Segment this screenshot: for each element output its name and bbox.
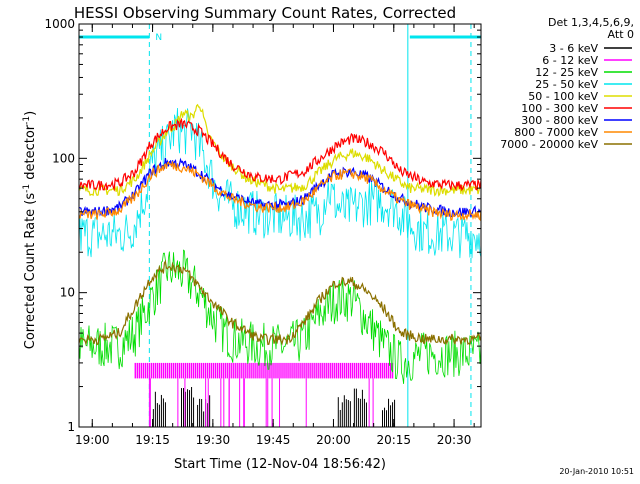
legend-label: 100 - 300 keV [521,102,598,115]
y-axis-label: Corrected Count Rate (s-1 detector-1) [22,111,38,349]
x-tick-label: 19:15 [135,433,170,447]
series-line [78,249,482,384]
x-tick-label: 20:15 [376,433,411,447]
legend-label: 50 - 100 keV [528,90,598,103]
legend-label: 800 - 7000 keV [514,126,598,139]
x-tick-label: 19:30 [196,433,231,447]
plot-frame [78,23,482,428]
x-axis-label: Start Time (12-Nov-04 18:56:42) [174,457,386,472]
y-tick-label: 100 [52,151,75,165]
legend-label: 12 - 25 keV [535,66,598,79]
series-line [78,107,482,259]
legend-title-line1: Det 1,3,4,5,6,9, [548,16,634,29]
plot-area: N 1 10 100 1000 19:00 19:15 19:30 19:45 20:00 20:1… [44,17,482,447]
series-100to300kev [78,117,482,192]
series-3to6kev [152,386,396,427]
series-line [78,103,482,197]
legend-title-line2: Att 0 [608,28,634,41]
y-axis-label-sup1: -1 [22,184,32,193]
series-12to25kev [78,249,482,384]
legend-label: 300 - 800 keV [521,114,598,127]
series-line [78,161,482,222]
y-axis-label-sup2: -1 [22,116,32,125]
y-tick-label: 10 [60,286,75,300]
x-tick-label: 19:45 [256,433,291,447]
footer-timestamp: 20-Jan-2010 10:51 [559,467,634,476]
y-axis-label-part2: detector [23,124,38,184]
y-tick-label: 1 [67,420,75,434]
series-50to100kev [78,103,482,197]
legend-label: 7000 - 20000 keV [500,138,598,151]
y-tick-label: 1000 [44,17,75,31]
x-tick-label: 19:00 [75,433,110,447]
x-tick-label: 20:30 [437,433,472,447]
flag-bar-label: N [155,33,162,43]
series-7000to20000kev [78,259,482,346]
x-tick-label: 20:00 [316,433,351,447]
legend-label: 25 - 50 keV [535,78,598,91]
series-800to7000kev [78,161,482,222]
chart-title: HESSI Observing Summary Count Rates, Cor… [74,4,456,22]
y-axis-label-part3: ) [23,111,38,116]
series-25to50kev [78,107,482,259]
legend-label: 6 - 12 keV [542,54,598,67]
y-axis-label-part1: Corrected Count Rate (s [23,193,38,350]
series-line [78,117,482,192]
legend-label: 3 - 6 keV [549,42,598,55]
series-line [78,259,482,346]
